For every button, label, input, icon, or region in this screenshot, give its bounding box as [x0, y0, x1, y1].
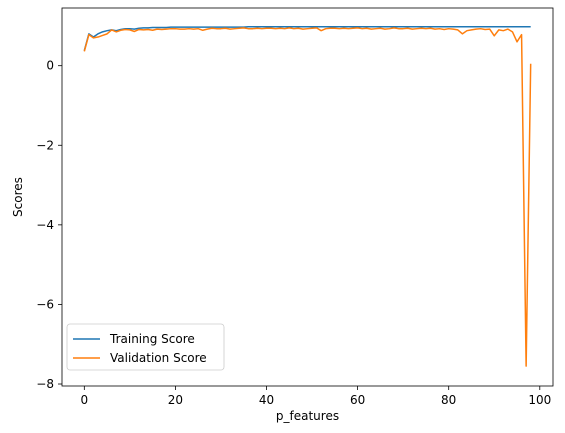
x-tick-label: 0	[80, 393, 88, 407]
series-line-training	[83, 25, 531, 51]
x-tick-label: 80	[441, 393, 456, 407]
y-tick-label: −6	[36, 297, 54, 311]
x-tick-label: 40	[259, 393, 274, 407]
legend: Training Score Validation Score	[66, 323, 225, 371]
legend-label-validation: Validation Score	[110, 351, 207, 365]
x-tick-label: 100	[528, 393, 551, 407]
y-tick-label: −4	[36, 218, 54, 232]
y-tick-label: 0	[46, 59, 54, 73]
y-axis-ticks: −8 −6 −4 −2 0	[36, 59, 62, 391]
x-tick-label: 60	[350, 393, 365, 407]
y-axis-label: Scores	[11, 177, 25, 217]
y-tick-label: −2	[36, 138, 54, 152]
y-tick-label: −8	[36, 377, 54, 391]
x-axis-ticks: 0 20 40 60 80 100	[80, 386, 551, 407]
legend-box	[66, 323, 225, 371]
plot-area	[62, 8, 553, 386]
series-line-validation	[83, 27, 532, 367]
x-axis-label: p_features	[276, 409, 339, 423]
series-layer	[83, 25, 532, 367]
legend-label-training: Training Score	[109, 332, 195, 346]
plot-frame	[61, 7, 554, 387]
x-tick-label: 20	[168, 393, 183, 407]
